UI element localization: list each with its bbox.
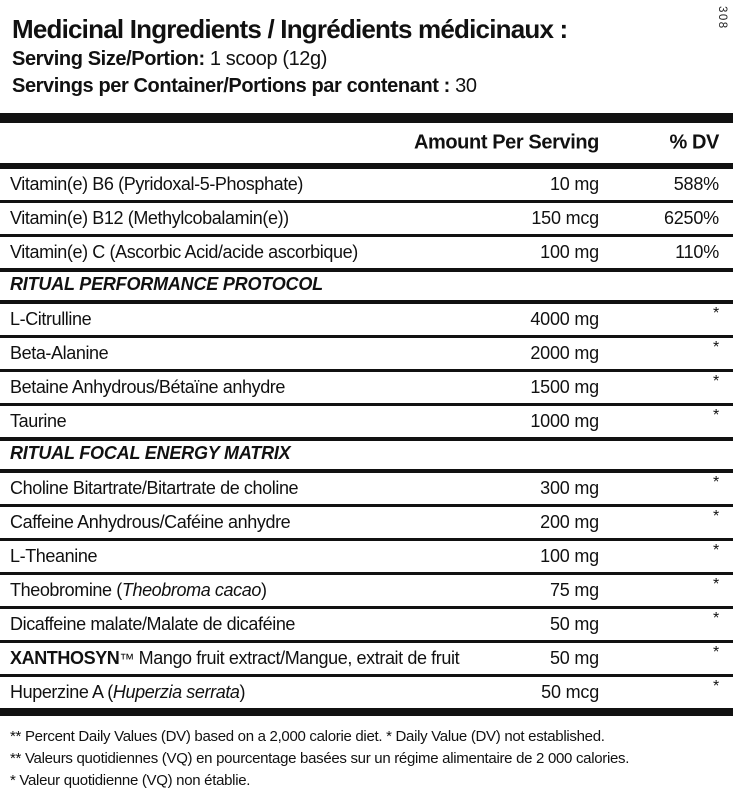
row-ingredient-name: Huperzine A (Huperzia serrata) — [10, 682, 246, 702]
row-amount: 2000 mg — [530, 343, 599, 363]
row-ingredient-name: Dicaffeine malate/Malate de dicaféine — [10, 614, 296, 634]
table-row: Theobromine (Theobroma cacao) 75 mg * — [0, 572, 733, 606]
page-title: Medicinal Ingredients / Ingrédients médi… — [12, 14, 568, 44]
row-ingredient-name: RITUAL FOCAL ENERGY MATRIX — [10, 443, 291, 463]
servings-value: 30 — [455, 75, 477, 97]
row-dv: * — [712, 678, 719, 695]
table-top-bar — [0, 113, 733, 123]
table-row: XANTHOSYN™ Mango fruit extract/Mangue, e… — [0, 640, 733, 674]
row-amount: 100 mg — [540, 546, 599, 566]
serving-size-line: Serving Size/Portion: 1 scoop (12g) — [12, 46, 719, 73]
section-header-row: RITUAL PERFORMANCE PROTOCOL — [0, 268, 733, 300]
row-amount: 50 mcg — [541, 682, 599, 702]
row-amount: 1500 mg — [530, 377, 599, 397]
row-amount: 50 mg — [549, 648, 599, 668]
table-row: L-Theanine 100 mg * — [0, 538, 733, 572]
row-amount: 1000 mg — [530, 411, 599, 431]
table-row: Caffeine Anhydrous/Caféine anhydre 200 m… — [0, 504, 733, 538]
row-dv: * — [712, 542, 719, 559]
row-ingredient-name: L-Theanine — [10, 546, 98, 566]
servings-per-container-line: Servings per Container/Portions par cont… — [12, 73, 719, 100]
row-ingredient-name: Theobromine (Theobroma cacao) — [10, 580, 267, 600]
row-amount: 100 mg — [540, 242, 599, 262]
table-row: Taurine 1000 mg * — [0, 403, 733, 437]
row-dv: * — [712, 644, 719, 661]
row-dv: 588% — [673, 174, 719, 194]
table-row: Vitamin(e) B12 (Methylcobalamin(e)) 150 … — [0, 200, 733, 234]
row-ingredient-name: Taurine — [10, 411, 67, 431]
column-header-amount: Amount Per Serving — [413, 131, 599, 154]
row-dv: * — [712, 407, 719, 424]
row-ingredient-name: Beta-Alanine — [10, 343, 109, 363]
row-amount: 150 mcg — [531, 208, 599, 228]
label-header: Medicinal Ingredients / Ingrédients médi… — [0, 0, 733, 100]
row-dv: * — [712, 474, 719, 491]
vertical-code: 308 — [716, 6, 728, 30]
table-header-row: Amount Per Serving % DV — [0, 123, 733, 169]
row-ingredient-name: L-Citrulline — [10, 309, 92, 329]
table-row: Vitamin(e) B6 (Pyridoxal-5-Phosphate) 10… — [0, 169, 733, 200]
row-amount: 4000 mg — [530, 309, 599, 329]
serving-size-value: 1 scoop (12g) — [209, 48, 328, 70]
row-dv: * — [712, 305, 719, 322]
servings-label: Servings per Container/Portions par cont… — [12, 75, 450, 97]
row-amount: 300 mg — [540, 478, 599, 498]
table-row: L-Citrulline 4000 mg * — [0, 300, 733, 335]
table-row: Choline Bitartrate/Bitartrate de choline… — [0, 469, 733, 504]
row-dv: * — [712, 508, 719, 525]
serving-size-label: Serving Size/Portion: — [12, 48, 205, 70]
table-row: Huperzine A (Huperzia serrata) 50 mcg * — [0, 674, 733, 708]
row-ingredient-name: RITUAL PERFORMANCE PROTOCOL — [10, 274, 323, 294]
facts-table: Amount Per Serving % DV Vitamin(e) B6 (P… — [0, 113, 733, 716]
table-row: Dicaffeine malate/Malate de dicaféine 50… — [0, 606, 733, 640]
footnote-en: ** Percent Daily Values (DV) based on a … — [10, 728, 605, 745]
column-header-dv: % DV — [669, 131, 719, 154]
row-dv: 110% — [675, 242, 719, 262]
row-ingredient-name: Vitamin(e) B6 (Pyridoxal-5-Phosphate) — [10, 174, 304, 194]
row-ingredient-name: Vitamin(e) C (Ascorbic Acid/acide ascorb… — [10, 242, 358, 262]
footnotes: ** Percent Daily Values (DV) based on a … — [0, 716, 733, 792]
row-amount: 75 mg — [549, 580, 599, 600]
table-row: Vitamin(e) C (Ascorbic Acid/acide ascorb… — [0, 234, 733, 268]
row-ingredient-name: Betaine Anhydrous/Bétaïne anhydre — [10, 377, 286, 397]
row-dv: * — [712, 373, 719, 390]
table-bottom-bar — [0, 708, 733, 716]
row-ingredient-name: Caffeine Anhydrous/Caféine anhydre — [10, 512, 291, 532]
row-dv: * — [712, 339, 719, 356]
table-body: Vitamin(e) B6 (Pyridoxal-5-Phosphate) 10… — [0, 169, 733, 708]
row-amount: 200 mg — [540, 512, 599, 532]
section-header-row: RITUAL FOCAL ENERGY MATRIX — [0, 437, 733, 469]
table-row: Beta-Alanine 2000 mg * — [0, 335, 733, 369]
row-dv: * — [712, 610, 719, 627]
footnote-fr-dv: ** Valeurs quotidiennes (VQ) en pourcent… — [10, 750, 630, 767]
row-amount: 10 mg — [549, 174, 599, 194]
row-ingredient-name: XANTHOSYN™ Mango fruit extract/Mangue, e… — [10, 648, 460, 668]
footnote-fr-star: * Valeur quotidienne (VQ) non établie. — [10, 772, 251, 789]
row-ingredient-name: Choline Bitartrate/Bitartrate de choline — [10, 478, 299, 498]
row-amount: 50 mg — [549, 614, 599, 634]
table-row: Betaine Anhydrous/Bétaïne anhydre 1500 m… — [0, 369, 733, 403]
row-dv: * — [712, 576, 719, 593]
row-dv: 6250% — [663, 208, 719, 228]
row-ingredient-name: Vitamin(e) B12 (Methylcobalamin(e)) — [10, 208, 289, 228]
